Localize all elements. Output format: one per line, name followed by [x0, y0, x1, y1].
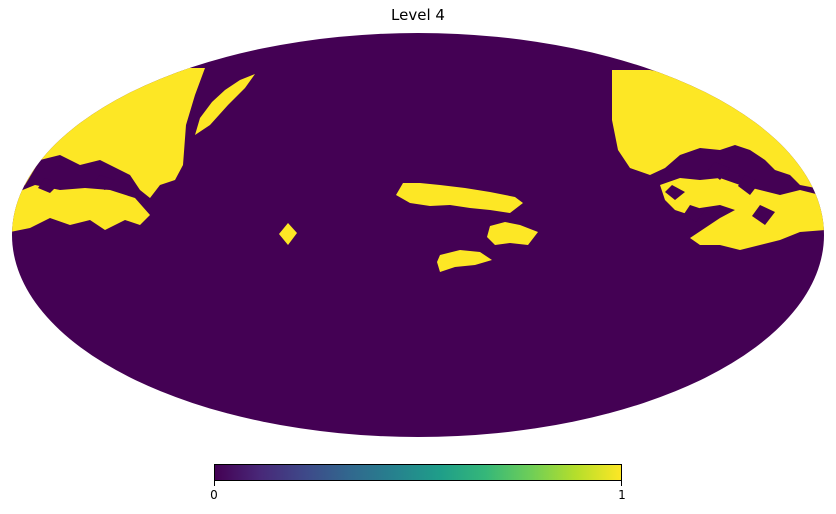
region-center-mid — [487, 222, 538, 245]
colorbar-tick-min — [214, 481, 215, 486]
hole-right-1 — [665, 185, 685, 200]
region-right-upper — [612, 70, 824, 190]
colorbar-max-label: 1 — [618, 488, 626, 502]
region-right-middle — [660, 178, 824, 250]
region-center-lower — [437, 250, 492, 272]
colorbar — [214, 464, 622, 481]
low-value-holes — [38, 162, 775, 225]
high-value-regions — [12, 50, 824, 272]
hole-right-4 — [684, 205, 705, 222]
hole-right-3 — [738, 175, 760, 195]
hole-right-5 — [752, 205, 775, 225]
hole-left-1 — [38, 178, 60, 193]
hole-right-2 — [708, 162, 730, 180]
region-small-diamond — [279, 223, 297, 245]
region-left-band — [12, 185, 150, 232]
colorbar-tick-max — [621, 481, 622, 486]
plot-title: Level 4 — [391, 6, 445, 24]
region-left-streak — [195, 74, 255, 135]
hole-left-2 — [92, 175, 115, 190]
region-center-upper — [396, 183, 523, 213]
colorbar-min-label: 0 — [210, 488, 218, 502]
